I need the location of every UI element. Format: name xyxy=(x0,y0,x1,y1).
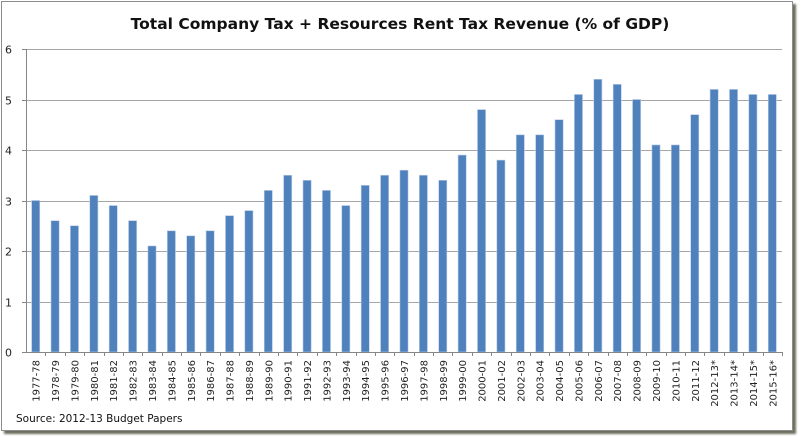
x-axis-ticks: 1977-78 1978-79 1979-80 1980-81 1981-82 1982-… xyxy=(32,360,780,407)
x-tick-label: 1977-78 xyxy=(32,360,43,402)
bar-1990-91 xyxy=(283,174,293,353)
y-tick-label: 6 xyxy=(5,44,12,57)
x-tick-label: 2005-06 xyxy=(574,360,585,402)
bar-2015-16-forecast xyxy=(767,94,777,353)
bar-2006-07 xyxy=(593,79,603,353)
bar-2004-05 xyxy=(554,119,564,353)
x-tick-label: 2009-10 xyxy=(652,360,663,402)
bar-1998-99 xyxy=(438,180,448,353)
x-tick-label: 2006-07 xyxy=(594,360,605,402)
x-tick-label: 2003-04 xyxy=(536,360,547,402)
y-tick-label: 0 xyxy=(5,347,12,360)
bar-1988-89 xyxy=(244,210,254,353)
bar-2013-14-forecast xyxy=(729,89,738,353)
x-tick-label: 1984-85 xyxy=(167,360,178,402)
x-tick-label: 2008-09 xyxy=(633,360,644,402)
bar-2002-03 xyxy=(515,134,525,353)
x-tick-label: 2004-05 xyxy=(555,360,566,402)
bar-1997-98 xyxy=(419,174,428,353)
y-tick-label: 4 xyxy=(5,145,12,158)
x-tick-label: 1986-87 xyxy=(206,360,217,402)
x-tick-label: 1980-81 xyxy=(90,360,101,402)
bar-2003-04 xyxy=(535,134,545,353)
bar-1989-90 xyxy=(263,190,273,353)
x-tick-label: 1998-99 xyxy=(439,360,450,402)
x-tick-label: 1994-95 xyxy=(361,360,372,402)
bar-2008-09 xyxy=(632,99,641,353)
x-tick-label: 2001-02 xyxy=(497,360,508,402)
x-tick-label: 1981-82 xyxy=(109,360,120,402)
x-tick-label: 1988-89 xyxy=(245,360,256,402)
x-tick-label: 1999-00 xyxy=(458,360,469,402)
x-tick-label: 1997-98 xyxy=(419,360,430,402)
source-note: Source: 2012-13 Budget Papers xyxy=(16,413,182,425)
bar-2011-12 xyxy=(690,114,700,353)
x-tick-label: 1993-94 xyxy=(342,360,353,402)
x-tick-label: 2012-13* xyxy=(710,360,721,407)
bar-1977-78 xyxy=(31,200,41,353)
bar-2010-11 xyxy=(671,144,680,353)
y-tick-label: 3 xyxy=(5,196,12,209)
bar-2012-13-forecast xyxy=(709,89,719,353)
x-tick-label: 1985-86 xyxy=(187,360,198,402)
bar-1979-80 xyxy=(70,225,79,353)
bar-1993-94 xyxy=(341,205,351,353)
x-tick-label: 1989-90 xyxy=(264,360,275,402)
bar-1999-00 xyxy=(457,154,467,353)
bar-1991-92 xyxy=(302,180,312,353)
x-tick-label: 1978-79 xyxy=(51,360,62,402)
x-tick-label: 1992-93 xyxy=(322,360,333,402)
axes xyxy=(22,49,783,356)
bar-1987-88 xyxy=(225,215,234,353)
y-tick-label: 5 xyxy=(5,95,12,108)
bar-1982-83 xyxy=(128,220,137,353)
bar-1981-82 xyxy=(108,205,118,353)
bar-1985-86 xyxy=(186,235,196,353)
x-tick-label: 1979-80 xyxy=(70,360,81,402)
x-tick-label: 2010-11 xyxy=(671,360,682,402)
bar-1984-85 xyxy=(167,230,176,353)
bar-1994-95 xyxy=(360,185,370,353)
x-tick-label: 2007-08 xyxy=(613,360,624,402)
x-tick-label: 2011-12 xyxy=(691,360,702,402)
bar-1980-81 xyxy=(89,195,99,353)
bars xyxy=(31,79,777,353)
bar-1978-79 xyxy=(50,220,60,353)
bar-1992-93 xyxy=(322,190,331,353)
bar-2014-15-forecast xyxy=(748,94,758,353)
bar-2000-01 xyxy=(477,109,486,353)
bar-2009-10 xyxy=(651,144,661,353)
x-tick-label: 2002-03 xyxy=(516,360,527,402)
x-tick-label: 1987-88 xyxy=(226,360,237,402)
x-tick-label: 1983-84 xyxy=(148,360,159,402)
bar-2007-08 xyxy=(612,84,622,353)
x-tick-label: 2013-14* xyxy=(730,360,741,407)
chart-title: Total Company Tax + Resources Rent Tax R… xyxy=(131,15,670,33)
bar-1986-87 xyxy=(205,230,215,353)
bar-1983-84 xyxy=(147,245,157,353)
y-axis-ticks: 0 1 2 3 4 5 6 xyxy=(5,44,12,360)
bar-2005-06 xyxy=(574,94,583,353)
x-tick-label: 1991-92 xyxy=(303,360,314,402)
y-tick-label: 1 xyxy=(5,297,12,310)
bar-1996-97 xyxy=(399,169,409,353)
x-tick-label: 1996-97 xyxy=(400,360,411,402)
bar-1995-96 xyxy=(380,174,389,353)
y-tick-label: 2 xyxy=(5,246,12,259)
chart-area xyxy=(1,1,793,431)
x-tick-label: 2000-01 xyxy=(478,360,489,402)
bar-2001-02 xyxy=(496,159,506,353)
x-tick-label: 2015-16* xyxy=(768,360,779,407)
x-tick-label: 1990-91 xyxy=(284,360,295,402)
x-tick-label: 1995-96 xyxy=(381,360,392,402)
x-tick-label: 1982-83 xyxy=(129,360,140,402)
x-tick-label: 2014-15* xyxy=(749,360,760,407)
